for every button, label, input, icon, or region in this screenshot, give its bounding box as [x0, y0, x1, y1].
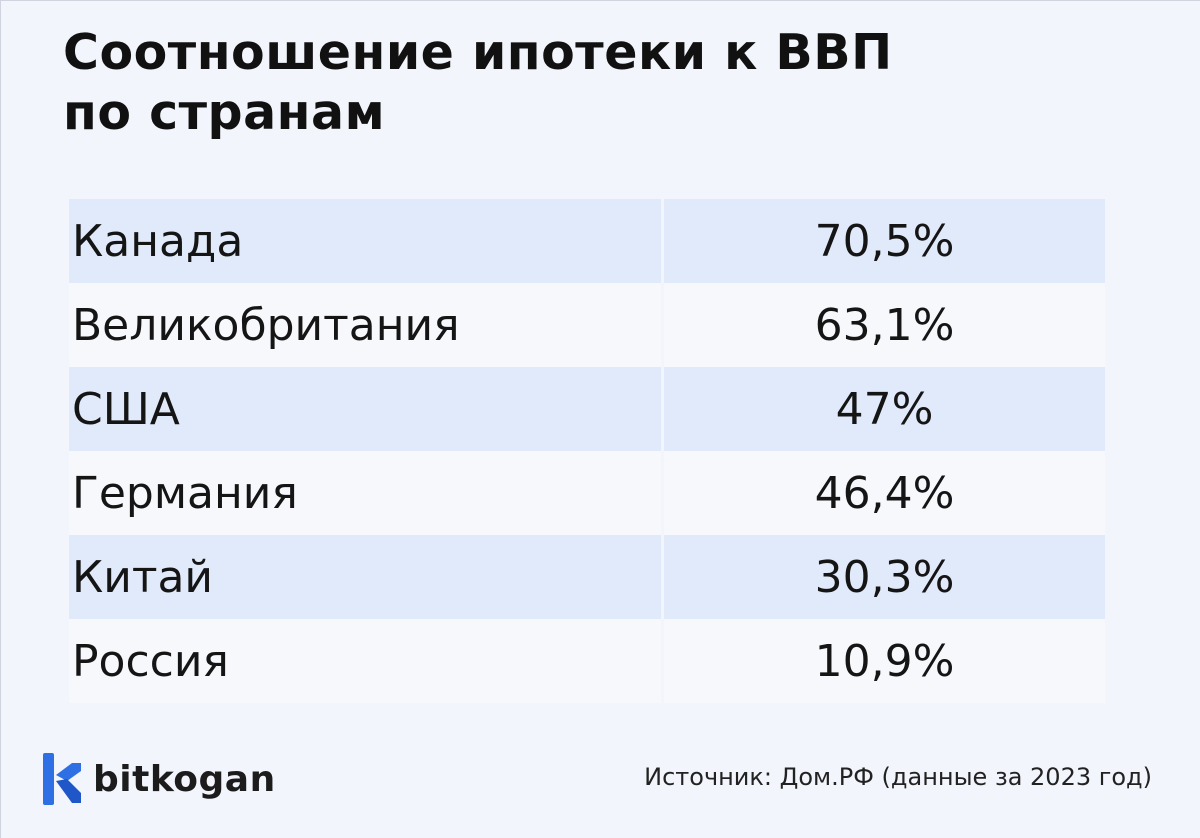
title-line-2: по странам: [63, 84, 386, 141]
value-cell: 46,4%: [662, 451, 1105, 535]
table-row: Россия 10,9%: [69, 619, 1105, 703]
value-cell: 63,1%: [662, 283, 1105, 367]
data-table: Канада 70,5% Великобритания 63,1% США 47% Герм…: [69, 199, 1105, 703]
table-row: Великобритания 63,1%: [69, 283, 1105, 367]
country-cell: Россия: [69, 619, 664, 703]
country-cell: США: [69, 367, 664, 451]
table-row: Китай 30,3%: [69, 535, 1105, 619]
country-cell: Великобритания: [69, 283, 664, 367]
value-cell: 10,9%: [662, 619, 1105, 703]
value-cell: 47%: [662, 367, 1105, 451]
title-line-1: Соотношение ипотеки к ВВП: [63, 24, 893, 81]
brand-logo: bitkogan: [41, 753, 276, 805]
value-cell: 70,5%: [662, 199, 1105, 283]
table-row: Германия 46,4%: [69, 451, 1105, 535]
bitkogan-logo-icon: [43, 753, 81, 805]
value-cell: 30,3%: [662, 535, 1105, 619]
country-cell: Канада: [69, 199, 664, 283]
table-row: Канада 70,5%: [69, 199, 1105, 283]
source-note: Источник: Дом.РФ (данные за 2023 год): [644, 763, 1152, 791]
country-cell: Китай: [69, 535, 664, 619]
table-body: Канада 70,5% Великобритания 63,1% США 47% Герм…: [69, 199, 1105, 703]
table-row: США 47%: [69, 367, 1105, 451]
country-cell: Германия: [69, 451, 664, 535]
brand-name: bitkogan: [93, 758, 276, 800]
page-title: Соотношение ипотеки к ВВП по странам: [63, 23, 1143, 143]
